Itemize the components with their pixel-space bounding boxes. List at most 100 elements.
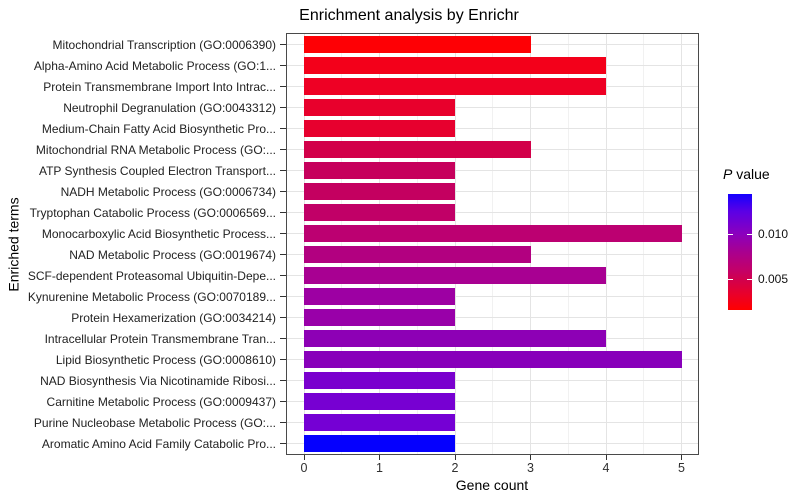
y-axis-label: Protein Hexamerization (GO:0034214) <box>71 310 276 325</box>
gridline-major-x <box>681 34 682 454</box>
bar <box>304 245 531 264</box>
y-axis-label: Mitochondrial RNA Metabolic Process (GO:… <box>35 142 276 157</box>
legend-title-text: value <box>732 166 770 182</box>
gridline-major-y <box>287 128 698 129</box>
bar <box>304 203 455 222</box>
bar <box>304 119 455 138</box>
legend-tick-label: 0.005 <box>758 272 789 287</box>
y-tick-mark <box>280 254 286 255</box>
y-axis-title: Enriched terms <box>5 197 22 292</box>
gridline-major-y <box>287 443 698 444</box>
y-tick-mark <box>280 401 286 402</box>
legend-tick-mark <box>728 233 733 235</box>
gridline-major-x <box>379 34 380 454</box>
y-axis-label: NAD Biosynthesis Via Nicotinamide Ribosi… <box>40 373 276 388</box>
bar <box>304 308 455 327</box>
x-tick-mark <box>681 455 682 460</box>
bar <box>304 182 455 201</box>
x-tick-label: 1 <box>376 461 383 475</box>
gridline-major-y <box>287 191 698 192</box>
y-tick-mark <box>280 233 286 234</box>
legend-colorbar <box>728 194 752 310</box>
y-axis-label: Alpha-Amino Acid Metabolic Process (GO:1… <box>33 58 276 73</box>
y-tick-mark <box>280 212 286 213</box>
y-tick-mark <box>280 170 286 171</box>
y-tick-mark <box>280 422 286 423</box>
y-tick-mark <box>280 317 286 318</box>
gridline-major-y <box>287 212 698 213</box>
y-tick-mark <box>280 44 286 45</box>
y-axis-label: Intracellular Protein Transmembrane Tran… <box>44 331 276 346</box>
y-tick-mark <box>280 380 286 381</box>
legend-tick-mark <box>747 233 752 235</box>
x-tick-label: 5 <box>678 461 685 475</box>
bar <box>304 287 455 306</box>
bar <box>304 98 455 117</box>
y-axis-label: ATP Synthesis Coupled Electron Transport… <box>38 163 276 178</box>
y-axis-label: Lipid Biosynthetic Process (GO:0008610) <box>55 352 276 367</box>
y-axis-label: Protein Transmembrane Import Into Intrac… <box>43 79 276 94</box>
y-axis-label: Tryptophan Catabolic Process (GO:0006569… <box>29 205 276 220</box>
bar <box>304 350 682 369</box>
x-tick-mark <box>530 455 531 460</box>
x-tick-mark <box>379 455 380 460</box>
gridline-minor-x <box>341 34 343 454</box>
legend-tick-mark <box>728 278 733 280</box>
y-axis-label: SCF-dependent Proteasomal Ubiquitin-Depe… <box>27 268 276 283</box>
bar <box>304 329 606 348</box>
gridline-major-y <box>287 422 698 423</box>
x-tick-mark <box>605 455 607 460</box>
x-tick-mark <box>303 455 305 460</box>
x-axis-title: Gene count <box>455 477 529 493</box>
legend-tick-mark <box>747 278 752 280</box>
bar <box>304 56 606 75</box>
gridline-major-x <box>530 34 531 454</box>
bar <box>304 224 682 243</box>
x-tick-label: 3 <box>527 461 534 475</box>
y-tick-mark <box>280 86 286 87</box>
y-tick-mark <box>280 107 286 108</box>
gridline-major-x <box>605 34 607 454</box>
gridline-minor-x <box>416 34 418 454</box>
gridline-major-y <box>287 170 698 171</box>
y-axis-label: Carnitine Metabolic Process (GO:0009437) <box>46 394 276 409</box>
y-axis-label: NADH Metabolic Process (GO:0006734) <box>60 184 276 199</box>
legend-title-italic: P <box>723 166 733 182</box>
bar <box>304 140 531 159</box>
gridline-minor-x <box>643 34 645 454</box>
y-axis-label: Purine Nucleobase Metabolic Process (GO:… <box>33 415 276 430</box>
gridline-major-y <box>287 401 698 402</box>
plot-panel <box>286 33 699 455</box>
y-axis-label: Mitochondrial Transcription (GO:0006390) <box>52 37 276 52</box>
gridline-minor-x <box>567 34 569 454</box>
legend-title: P value <box>723 166 770 182</box>
bar <box>304 413 455 432</box>
y-tick-mark <box>280 443 286 444</box>
gridline-major-y <box>287 380 698 381</box>
y-tick-mark <box>280 149 286 150</box>
bar <box>304 392 455 411</box>
bar <box>304 434 455 453</box>
gridline-major-y <box>287 107 698 108</box>
gridline-major-y <box>287 317 698 318</box>
y-axis-label: Aromatic Amino Acid Family Catabolic Pro… <box>41 436 276 451</box>
y-tick-mark <box>280 128 286 129</box>
y-axis-label: Kynurenine Metabolic Process (GO:0070189… <box>27 289 276 304</box>
chart-title: Enrichment analysis by Enrichr <box>299 7 519 24</box>
x-tick-label: 2 <box>451 461 459 475</box>
y-axis-label: Neutrophil Degranulation (GO:0043312) <box>63 100 276 115</box>
bar <box>304 161 455 180</box>
legend-tick-label: 0.010 <box>758 227 789 242</box>
y-tick-mark <box>280 338 286 339</box>
gridline-major-x <box>454 34 456 454</box>
bar <box>304 77 606 96</box>
gridline-major-y <box>287 296 698 297</box>
gridline-major-x <box>303 34 305 454</box>
y-tick-mark <box>280 296 286 297</box>
x-tick-label: 4 <box>602 461 610 475</box>
y-axis-label: Monocarboxylic Acid Biosynthetic Process… <box>41 226 276 241</box>
bar <box>304 371 455 390</box>
y-tick-mark <box>280 359 286 360</box>
gridline-minor-x <box>492 34 494 454</box>
